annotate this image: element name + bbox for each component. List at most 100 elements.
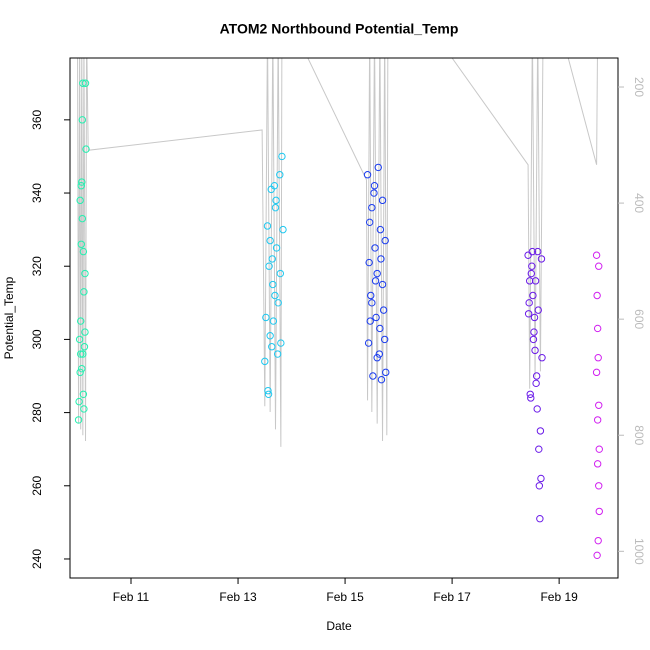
- point: [78, 116, 87, 124]
- point: [274, 299, 282, 307]
- x-tick-label: Feb 13: [219, 590, 257, 604]
- x-axis-label: Date: [326, 619, 352, 633]
- point: [592, 368, 601, 377]
- point: [373, 354, 381, 362]
- track-line: [77, 58, 598, 447]
- point: [79, 390, 88, 398]
- point: [369, 372, 377, 380]
- point: [269, 280, 277, 289]
- y-tick-label: 360: [30, 110, 44, 130]
- point: [80, 288, 88, 296]
- point: [261, 357, 269, 366]
- point: [77, 317, 85, 325]
- point: [279, 225, 287, 234]
- plot-frame: [69, 57, 619, 579]
- point: [373, 269, 381, 278]
- point: [272, 244, 281, 252]
- point: [595, 482, 603, 490]
- point: [374, 163, 382, 172]
- point: [76, 368, 84, 377]
- y2-tick-label: 400: [632, 193, 646, 213]
- point: [593, 551, 601, 560]
- y2-tick-label: 600: [632, 309, 646, 329]
- point: [593, 291, 601, 300]
- x-tick-label: Feb 15: [326, 590, 364, 604]
- point: [81, 79, 90, 87]
- point: [80, 405, 88, 413]
- y2-tick-label: 200: [632, 77, 646, 97]
- point: [378, 196, 387, 205]
- point: [538, 354, 546, 362]
- point: [76, 196, 84, 205]
- point: [368, 203, 376, 212]
- point: [375, 350, 384, 358]
- point: [277, 339, 285, 347]
- point: [365, 218, 374, 227]
- point: [378, 280, 387, 289]
- point: [263, 222, 272, 230]
- point: [377, 255, 385, 263]
- point: [524, 251, 532, 259]
- y-tick-label: 280: [30, 402, 44, 422]
- point: [376, 324, 384, 333]
- point: [370, 189, 378, 197]
- point: [595, 401, 603, 409]
- point: [535, 482, 544, 490]
- point: [529, 291, 537, 300]
- point: [262, 313, 270, 322]
- track-layer: [77, 58, 598, 447]
- y2-tick-label: 800: [632, 425, 646, 445]
- point: [276, 171, 284, 179]
- point: [593, 416, 602, 424]
- point: [81, 328, 89, 336]
- point: [77, 240, 85, 248]
- x-tick-label: Feb 17: [433, 590, 471, 604]
- point: [525, 277, 534, 285]
- point: [77, 182, 85, 190]
- point: [535, 445, 543, 453]
- point: [74, 416, 83, 424]
- point: [531, 346, 539, 355]
- point: [269, 317, 278, 325]
- point: [529, 335, 538, 344]
- point: [265, 262, 273, 270]
- point: [264, 390, 273, 398]
- point: [593, 324, 602, 333]
- point: [273, 350, 282, 358]
- point: [79, 79, 87, 87]
- point: [595, 262, 603, 270]
- point: [272, 196, 280, 205]
- point: [595, 445, 603, 453]
- point: [593, 460, 602, 468]
- point: [537, 255, 546, 263]
- point: [78, 214, 87, 223]
- point: [382, 368, 390, 377]
- point: [278, 152, 286, 161]
- point: [80, 343, 89, 351]
- point: [366, 317, 374, 325]
- point: [78, 364, 86, 373]
- point: [371, 277, 380, 285]
- point: [527, 394, 535, 402]
- y-tick-label: 260: [30, 475, 44, 495]
- point: [525, 299, 533, 307]
- point: [380, 335, 389, 344]
- point: [368, 299, 376, 307]
- point: [268, 255, 276, 263]
- point: [363, 171, 372, 179]
- point: [77, 350, 85, 358]
- point: [79, 247, 88, 256]
- point: [270, 182, 279, 190]
- point: [376, 225, 385, 234]
- points-layer: [74, 79, 603, 560]
- point: [381, 236, 389, 245]
- point: [533, 405, 541, 413]
- point: [527, 269, 536, 278]
- y-tick-label: 340: [30, 183, 44, 203]
- point: [594, 354, 602, 362]
- point: [75, 335, 84, 344]
- point: [530, 328, 538, 336]
- point: [79, 350, 87, 358]
